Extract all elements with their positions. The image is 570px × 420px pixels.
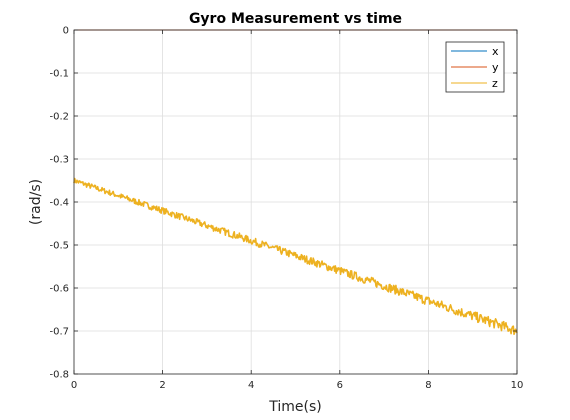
y-tick-label: -0.1 — [49, 69, 69, 80]
y-tick-label: 0 — [63, 26, 69, 37]
x-tick-label: 8 — [425, 380, 431, 391]
x-tick-label: 2 — [159, 380, 165, 391]
y-tick-label: -0.5 — [49, 241, 69, 252]
legend-label-y: y — [492, 61, 499, 74]
legend: x y z — [445, 41, 505, 93]
legend-label-x: x — [492, 45, 499, 58]
y-tick-label: -0.3 — [49, 155, 69, 166]
x-tick-label: 10 — [511, 380, 524, 391]
y-tick-label: -0.8 — [49, 370, 69, 381]
y-tick-label: -0.6 — [49, 284, 69, 295]
tick-layer: 0 2 4 6 8 10 0 -0.1 -0.2 -0.3 -0.4 -0.5 -0.6 -0.7 -0.8 — [49, 26, 523, 392]
x-tick-label: 6 — [337, 380, 343, 391]
x-tick-label: 4 — [248, 380, 254, 391]
x-axis-label: Time(s) — [268, 399, 321, 415]
y-tick-label: -0.4 — [49, 198, 69, 209]
y-axis-label: (rad/s) — [28, 179, 44, 225]
y-tick-label: -0.2 — [49, 112, 69, 123]
chart-title: Gyro Measurement vs time — [189, 11, 402, 27]
x-tick-label: 0 — [71, 380, 77, 391]
legend-label-z: z — [492, 77, 498, 90]
series-line-z — [73, 177, 518, 336]
y-tick-label: -0.7 — [49, 327, 69, 338]
grid-layer — [74, 30, 517, 374]
